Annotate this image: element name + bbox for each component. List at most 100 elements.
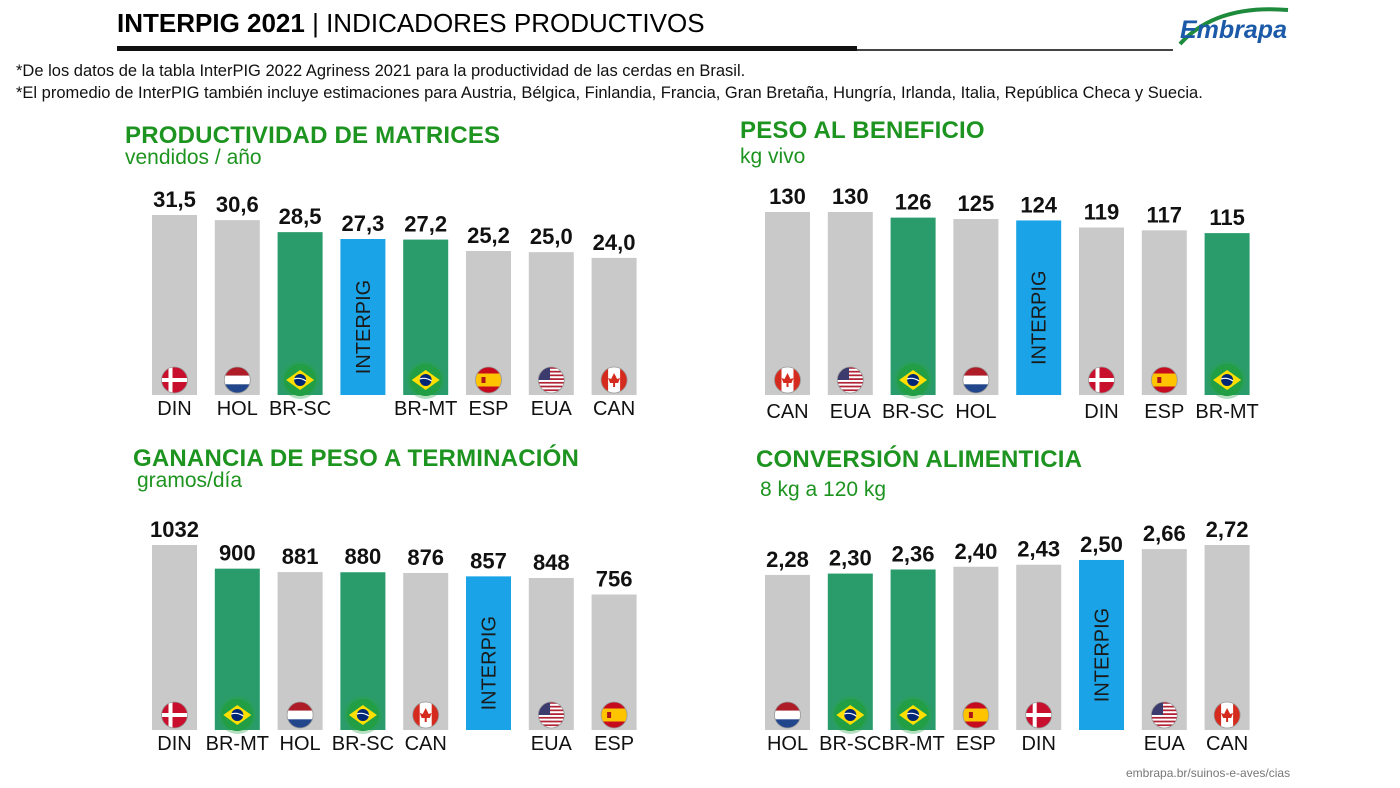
category-label: CAN [593, 398, 635, 420]
page-title-rest: INDICADORES PRODUCTIVOS [326, 8, 705, 38]
brazil-flag-icon [894, 361, 933, 399]
value-label: 130 [769, 184, 806, 209]
value-label: 2,30 [829, 546, 872, 571]
value-label: 115 [1209, 205, 1245, 230]
chart-3-title: GANANCIA DE PESO A TERMINACIÓN [133, 445, 580, 472]
netherlands-flag-icon [223, 366, 251, 394]
bar-group: 31,5 DIN [152, 187, 197, 420]
bar-group: 2,40 ESP [953, 539, 999, 755]
category-label: HOL [767, 733, 808, 755]
category-label: HOL [955, 401, 996, 423]
category-label: BR-MT [394, 398, 457, 420]
value-label: 27,2 [404, 212, 447, 237]
value-label: 1032 [150, 517, 199, 542]
interpig-bar-label: INTERPIG [1029, 270, 1051, 364]
category-label: BR-MT [206, 733, 269, 755]
page-title-bold: INTERPIG 2021 [117, 8, 305, 38]
chart-ganancia-peso: 1032 DIN 900 BR-MT 881 HOL 880 BR-SC 876 CAN 857 IN… [150, 517, 637, 755]
bar-group: 880 BR-SC [332, 544, 394, 755]
bar [152, 215, 197, 395]
spain-flag-icon [475, 366, 502, 394]
usa-flag-icon [836, 366, 864, 394]
bar-group: 119 DIN [1079, 199, 1124, 423]
note-line-2: *El promedio de InterPIG también incluye… [16, 84, 1203, 102]
bar-group: 125 HOL [953, 191, 999, 423]
value-label: 2,28 [766, 547, 809, 572]
denmark-flag-icon [1088, 366, 1115, 394]
category-label: HOL [217, 398, 258, 420]
category-label: ESP [956, 733, 996, 755]
denmark-flag-icon [161, 366, 188, 394]
spain-flag-icon [1150, 366, 1178, 394]
bar-group: 24,0 CAN [591, 230, 637, 420]
page-title-separator: | [304, 8, 327, 38]
chart-4-subtitle: 8 kg a 120 kg [760, 478, 887, 501]
bar-group: 117 ESP [1141, 202, 1187, 423]
value-label: 24,0 [593, 230, 636, 255]
canada-flag-icon [412, 701, 440, 729]
value-label: 2,50 [1080, 532, 1123, 557]
value-label: 848 [533, 550, 570, 575]
category-label: ESP [1144, 401, 1184, 423]
chart-1-title: PRODUCTIVIDAD DE MATRICES [125, 122, 501, 149]
brazil-flag-icon [1208, 361, 1247, 399]
bar-group: 130 EUA [827, 184, 873, 423]
bar-group: 756 ESP [591, 566, 637, 755]
category-label: BR-SC [269, 398, 331, 420]
value-label: 2,72 [1206, 517, 1249, 542]
chart-2-title: PESO AL BENEFICIO [740, 117, 985, 144]
bar-group: 27,2 BR-MT [394, 212, 457, 420]
brazil-flag-icon [406, 361, 445, 399]
category-label: EUA [531, 398, 573, 420]
embrapa-logo-text: Embrapa [1180, 16, 1287, 44]
bar-group: 25,2 ESP [466, 223, 511, 420]
brazil-flag-icon [343, 696, 382, 734]
bar-group: 2,72 CAN [1204, 517, 1250, 755]
bar-group: 881 HOL [277, 544, 323, 755]
interpig-bar-label: INTERPIG [353, 280, 375, 374]
bar-group: 1032 DIN [150, 517, 199, 755]
bar [1079, 559, 1124, 730]
canada-flag-icon [1213, 701, 1241, 729]
brazil-flag-icon [218, 696, 257, 734]
value-label: 125 [958, 191, 995, 216]
value-label: 2,43 [1017, 537, 1060, 562]
bar [765, 212, 810, 395]
bar-group: 2,30 BR-SC [819, 546, 881, 755]
bar [1204, 545, 1250, 730]
value-label: 126 [895, 190, 932, 215]
spain-flag-icon [962, 701, 990, 729]
category-label: ESP [468, 398, 508, 420]
value-label: 876 [407, 545, 444, 570]
category-label: DIN [1084, 401, 1118, 423]
denmark-flag-icon [161, 701, 188, 729]
value-label: 2,40 [954, 539, 997, 564]
bar-group: 2,28 HOL [765, 547, 810, 755]
bar [466, 576, 511, 730]
bar-group: 848 EUA [528, 550, 574, 755]
interpig-bar-label: INTERPIG [1092, 608, 1114, 702]
header-rule [117, 46, 857, 51]
interpig-bar-label: INTERPIG [479, 616, 501, 710]
value-label: 27,3 [341, 211, 384, 236]
category-label: HOL [280, 733, 321, 755]
chart-conversion-alimenticia: 2,28HOL2,30BR-SC2,36BR-MT2,40ESP2,43DIN2… [765, 517, 1250, 755]
bar [1141, 549, 1187, 730]
chart-1-subtitle: vendidos / año [125, 146, 262, 169]
chart-4-title: CONVERSIÓN ALIMENTICIA [756, 446, 1083, 473]
value-label: 25,0 [530, 224, 573, 249]
spain-flag-icon [600, 701, 628, 729]
brazil-flag-icon [831, 696, 870, 734]
value-label: 31,5 [153, 187, 196, 212]
usa-flag-icon [537, 701, 565, 729]
category-label: EUA [531, 733, 573, 755]
bar-group: 2,43 DIN [1016, 537, 1062, 755]
netherlands-flag-icon [286, 701, 314, 729]
category-label: DIN [1021, 733, 1055, 755]
bar [152, 545, 197, 730]
footer-url: embrapa.br/suinos-e-aves/cias [1126, 766, 1291, 780]
category-label: CAN [405, 733, 447, 755]
canada-flag-icon [600, 366, 628, 394]
value-label: 130 [832, 184, 869, 209]
value-label: 881 [282, 544, 319, 569]
